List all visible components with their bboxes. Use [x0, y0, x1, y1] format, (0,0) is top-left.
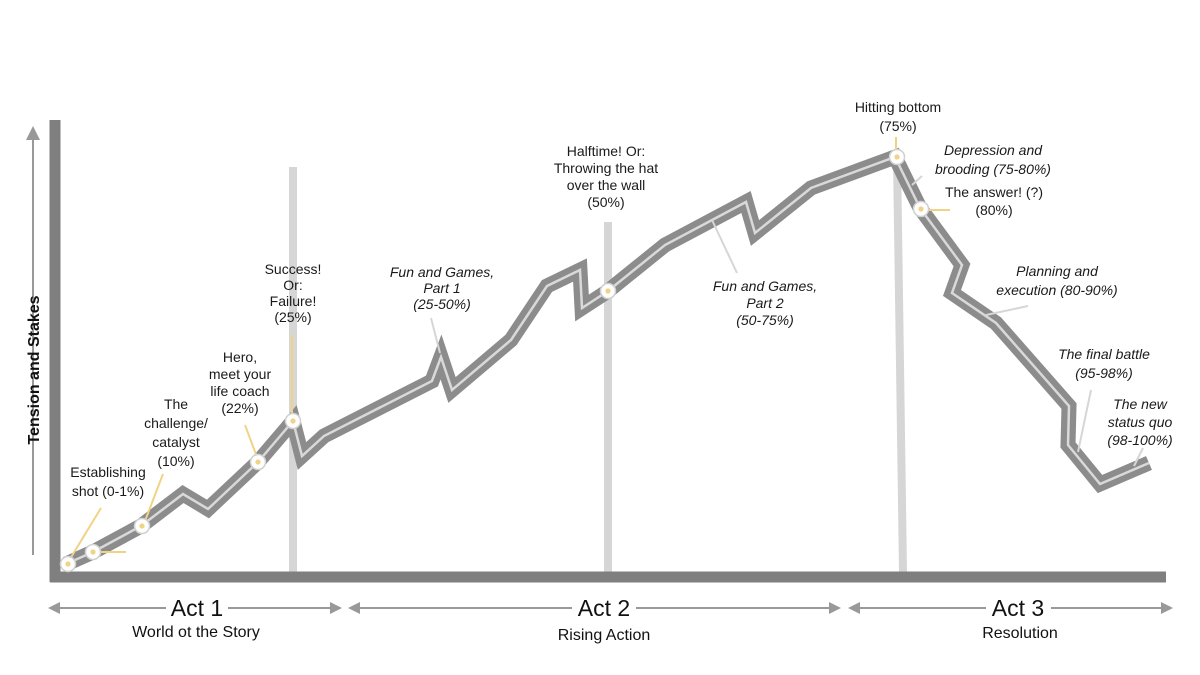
story-arc-highlight	[65, 155, 1150, 566]
label-establishing-shot-line: shot (0-1%)	[72, 483, 144, 499]
marker-catalyst	[133, 517, 151, 535]
marker-halftime	[599, 282, 617, 300]
label-final-battle: The final battle (95-98%)	[1058, 346, 1150, 381]
act-2-subtitle: Rising Action	[558, 627, 651, 644]
act-2: Act 2 Rising Action	[348, 595, 841, 644]
label-life-coach-line: (22%)	[221, 400, 258, 416]
act-ranges: Act 1 World ot the Story Act 2 Rising Ac…	[48, 595, 1173, 644]
axes	[49, 120, 1166, 583]
label-depression-brooding-line: brooding (75-80%)	[935, 161, 1051, 177]
label-halftime-line: Throwing the hat	[554, 160, 658, 176]
label-new-status-quo-line: (98-100%)	[1107, 432, 1172, 448]
leader-final-battle	[1077, 389, 1092, 453]
leader-funpart1	[430, 317, 441, 354]
label-halftime: Halftime! Or: Throwing the hat over the wa…	[554, 143, 658, 210]
marker-success	[284, 412, 302, 430]
label-fun-games-part2-line: (50-75%)	[736, 312, 794, 328]
label-life-coach-line: life coach	[210, 383, 269, 399]
label-challenge-catalyst-line: (10%)	[157, 453, 194, 469]
y-axis-label: Tension and Stakes	[26, 295, 43, 444]
label-life-coach-line: Hero,	[223, 349, 257, 365]
act-1-subtitle: World ot the Story	[132, 624, 260, 641]
label-hitting-bottom-line: Hitting bottom	[855, 99, 941, 115]
label-new-status-quo-line: The new	[1113, 396, 1168, 412]
leader-establishing	[69, 507, 102, 560]
marker-establishing-a	[59, 555, 77, 573]
label-success-failure-line: Failure!	[270, 293, 317, 309]
act-3-subtitle: Resolution	[982, 625, 1058, 642]
label-fun-games-part1-line: (25-50%)	[413, 296, 471, 312]
leader-funpart2	[711, 219, 738, 274]
label-depression-brooding: Depression and brooding (75-80%)	[935, 142, 1051, 177]
label-final-battle-line: The final battle	[1058, 346, 1150, 362]
act-1-title: Act 1	[171, 595, 223, 621]
label-halftime-line: Halftime! Or:	[567, 143, 646, 159]
label-the-answer-line: The answer! (?)	[945, 184, 1043, 200]
label-hitting-bottom: Hitting bottom (75%)	[855, 99, 941, 134]
label-the-answer: The answer! (?) (80%)	[945, 184, 1043, 218]
label-depression-brooding-line: Depression and	[944, 142, 1043, 158]
leader-lines	[69, 137, 1144, 560]
act3-divider	[893, 156, 907, 573]
marker-answer	[912, 200, 930, 218]
label-final-battle-line: (95-98%)	[1075, 365, 1133, 381]
label-success-failure-line: Or:	[283, 277, 302, 293]
label-life-coach-line: meet your	[209, 366, 272, 382]
act-3-title: Act 3	[992, 595, 1044, 621]
label-challenge-catalyst: The challenge/catalyst (10%)	[144, 396, 208, 469]
leader-coach	[244, 424, 258, 458]
label-fun-games-part1-line: Fun and Games,	[390, 264, 494, 280]
leader-status-quo	[1133, 447, 1144, 467]
marker-establishing-b	[84, 543, 102, 561]
story-arc	[62, 147, 1152, 571]
beat-labels: Establishing shot (0-1%) The challenge/cata…	[70, 99, 1172, 499]
label-fun-games-part1: Fun and Games, Part 1 (25-50%)	[390, 264, 494, 312]
label-success-failure: Success! Or: Failure! (25%)	[265, 261, 322, 325]
label-fun-games-part2-line: Fun and Games,	[713, 278, 817, 294]
act-1: Act 1 World ot the Story	[48, 595, 342, 641]
label-fun-games-part2-line: Part 2	[746, 295, 784, 311]
label-challenge-catalyst-line: challenge/	[144, 415, 208, 431]
marker-hitting-bottom	[888, 148, 906, 166]
label-challenge-catalyst-line: The	[164, 396, 188, 412]
label-success-failure-line: (25%)	[274, 309, 311, 325]
label-hitting-bottom-line: (75%)	[879, 118, 916, 134]
label-planning-execution: Planning and execution (80-90%)	[996, 263, 1117, 298]
label-fun-games-part1-line: Part 1	[423, 280, 460, 296]
label-the-answer-line: (80%)	[975, 202, 1012, 218]
label-planning-execution-line: execution (80-90%)	[996, 282, 1117, 298]
label-new-status-quo-line: status quo	[1108, 414, 1173, 430]
beat-markers	[59, 148, 930, 573]
leader-depression	[911, 175, 923, 186]
label-planning-execution-line: Planning and	[1016, 263, 1099, 279]
label-life-coach: Hero, meet your life coach (22%)	[209, 349, 272, 416]
act-dividers	[289, 156, 907, 573]
leader-planning	[985, 305, 1029, 316]
act-3: Act 3 Resolution	[848, 595, 1173, 642]
label-establishing-shot: Establishing shot (0-1%)	[70, 464, 146, 499]
label-challenge-catalyst-line: catalyst	[152, 434, 200, 450]
y-axis-arrow	[26, 126, 40, 555]
leader-catalyst	[144, 473, 164, 522]
label-establishing-shot-line: Establishing	[70, 464, 146, 480]
label-success-failure-line: Success!	[265, 261, 322, 277]
label-halftime-line: (50%)	[587, 194, 624, 210]
act-2-title: Act 2	[578, 595, 630, 621]
label-fun-games-part2: Fun and Games, Part 2 (50-75%)	[713, 278, 817, 328]
marker-coach	[249, 453, 267, 471]
label-new-status-quo: The new status quo (98-100%)	[1107, 396, 1172, 448]
label-halftime-line: over the wall	[567, 177, 646, 193]
